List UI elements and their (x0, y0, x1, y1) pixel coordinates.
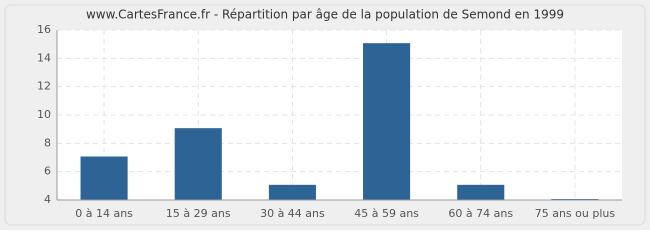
y-tick-label: 10 (37, 108, 51, 121)
y-tick-label: 14 (37, 51, 51, 64)
x-tick-label: 75 ans ou plus (535, 207, 616, 220)
chart-title: www.CartesFrance.fr - Répartition par âg… (86, 8, 564, 22)
bar (457, 184, 505, 200)
chart: www.CartesFrance.fr - Répartition par âg… (0, 0, 650, 230)
bar (174, 128, 222, 200)
x-tick-label: 45 à 59 ans (354, 207, 419, 220)
y-tick-label: 8 (44, 136, 51, 149)
bar (80, 156, 128, 200)
x-tick-label: 60 à 74 ans (448, 207, 513, 220)
bar (268, 184, 316, 200)
y-tick-label: 6 (44, 165, 51, 178)
x-tick-label: 15 à 29 ans (166, 207, 231, 220)
y-tick-label: 16 (37, 23, 51, 36)
bar (363, 43, 411, 200)
y-tick-label: 4 (44, 193, 51, 206)
x-tick-label: 0 à 14 ans (75, 207, 133, 220)
x-tick-label: 30 à 44 ans (260, 207, 325, 220)
y-tick-label: 12 (37, 80, 51, 93)
